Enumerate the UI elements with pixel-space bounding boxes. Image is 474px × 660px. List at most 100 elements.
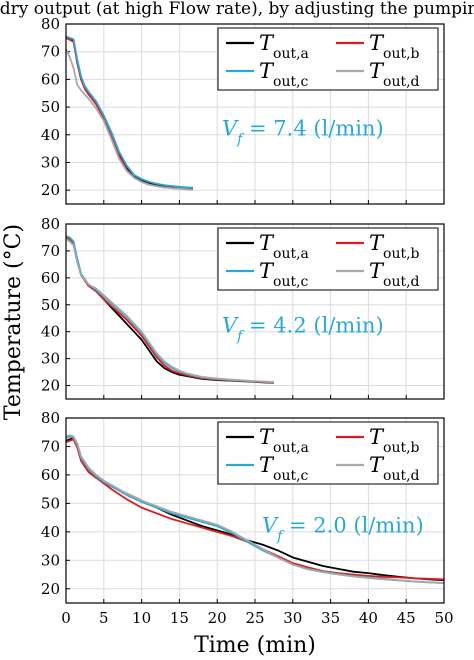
- y-tick-label: 20: [41, 181, 60, 199]
- flow-rate-annotation: Vf = 2.0 (l/min): [262, 514, 424, 545]
- y-tick-label: 30: [41, 350, 60, 368]
- legend-label-base: T: [259, 31, 275, 55]
- legend-item: Tout,d: [336, 453, 420, 484]
- legend-label-sub: out,d: [383, 274, 420, 290]
- x-axis-title: Time (min): [194, 633, 316, 658]
- legend-label: Tout,a: [259, 31, 309, 62]
- y-tick-label: 50: [41, 494, 60, 512]
- legend-label-sub: out,b: [383, 46, 420, 62]
- y-tick-label: 70: [41, 437, 60, 455]
- series-line-t-out-b: [65, 438, 445, 581]
- legend-label-base: T: [369, 425, 385, 449]
- x-tick-label: 10: [132, 609, 151, 627]
- y-tick-label: 50: [41, 296, 60, 314]
- legend-item: Tout,c: [226, 453, 309, 484]
- legend-label: Tout,d: [369, 453, 420, 484]
- annotation-var: V: [222, 117, 239, 141]
- legend-label: Tout,d: [369, 59, 420, 90]
- y-tick-label: 40: [41, 323, 60, 341]
- annotation-value: = 2.0 (l/min): [282, 514, 423, 538]
- legend-box: [217, 421, 439, 485]
- y-tick-label: 30: [41, 551, 60, 569]
- legend-label-sub: out,b: [383, 440, 420, 456]
- legend-item: Tout,d: [336, 259, 420, 290]
- legend-label-sub: out,c: [273, 468, 309, 484]
- legend-item: Tout,d: [336, 59, 420, 90]
- y-axis-title: Temperature (°C): [1, 224, 26, 420]
- x-tick-label: 50: [434, 609, 453, 627]
- legend-item: Tout,c: [226, 59, 309, 90]
- legend-label-base: T: [259, 259, 275, 283]
- legend-label-base: T: [259, 425, 275, 449]
- legend-label-base: T: [259, 453, 275, 477]
- series-line-t-out-d: [65, 48, 194, 191]
- legend-label: Tout,b: [369, 231, 420, 262]
- x-tick-label: 40: [359, 609, 378, 627]
- legend-item: Tout,a: [226, 31, 309, 62]
- legend-label-sub: out,c: [273, 74, 309, 90]
- legend-label-sub: out,a: [273, 246, 309, 262]
- y-tick-label: 40: [41, 523, 60, 541]
- y-tick-label: 60: [41, 70, 60, 88]
- series-line-t-out-d: [65, 434, 445, 584]
- plot-frame: [65, 417, 445, 604]
- legend-label-base: T: [259, 59, 275, 83]
- flow-rate-annotation: Vf = 4.2 (l/min): [222, 314, 384, 345]
- caption: y dry output (at high Flow rate), by adj…: [0, 0, 474, 19]
- legend-item: Tout,a: [226, 231, 309, 262]
- x-tick-label: 25: [245, 609, 264, 627]
- y-tick-label: 70: [41, 43, 60, 61]
- legend-label: Tout,a: [259, 425, 309, 456]
- x-tick-label: 30: [283, 609, 302, 627]
- annotation-value: = 7.4 (l/min): [242, 117, 383, 141]
- annotation-var: V: [222, 314, 239, 338]
- legend-item: Tout,a: [226, 425, 309, 456]
- y-tick-label: 20: [41, 580, 60, 598]
- plot-frame: [65, 223, 445, 400]
- series-line-t-out-c: [65, 35, 194, 189]
- x-tick-label: 15: [170, 609, 189, 627]
- legend-item: Tout,b: [336, 31, 420, 62]
- y-tick-label: 60: [41, 269, 60, 287]
- legend-item: Tout,c: [226, 259, 309, 290]
- legend-item: Tout,b: [336, 231, 420, 262]
- legend-label-base: T: [369, 259, 385, 283]
- x-tick-label: 5: [99, 609, 109, 627]
- legend-label-sub: out,d: [383, 468, 420, 484]
- legend-label-base: T: [369, 59, 385, 83]
- legend-box: [217, 227, 439, 291]
- series-lines: [65, 434, 445, 584]
- legend-label-sub: out,a: [273, 440, 309, 456]
- legend-label: Tout,b: [369, 425, 420, 456]
- y-tick-label: 80: [41, 215, 60, 233]
- legend-label: Tout,a: [259, 231, 309, 262]
- x-tick-label: 45: [397, 609, 416, 627]
- series-lines: [65, 35, 194, 191]
- legend-label-base: T: [259, 231, 275, 255]
- legend-label: Tout,c: [259, 453, 309, 484]
- y-tick-label: 80: [41, 409, 60, 427]
- panel-3: 20 30 40 50 60 70 80 0 5 10 15 20 25 30 35 40 45 50 Tout,a…: [41, 409, 454, 627]
- series-line-t-out-d: [65, 238, 274, 383]
- annotation-var: V: [262, 514, 279, 538]
- legend-label-sub: out,a: [273, 46, 309, 62]
- legend-label-base: T: [369, 31, 385, 55]
- plot-frame: [65, 23, 445, 205]
- annotation-sub: f: [236, 132, 245, 148]
- legend-label-sub: out,d: [383, 74, 420, 90]
- x-tick-label: 0: [61, 609, 71, 627]
- y-tick-label: 40: [41, 126, 60, 144]
- y-tick-label: 70: [41, 242, 60, 260]
- legend-label: Tout,c: [259, 259, 309, 290]
- y-tick-label: 20: [41, 377, 60, 395]
- y-tick-label: 60: [41, 466, 60, 484]
- y-tick-label: 30: [41, 153, 60, 171]
- legend-label: Tout,d: [369, 259, 420, 290]
- legend-label: Tout,b: [369, 31, 420, 62]
